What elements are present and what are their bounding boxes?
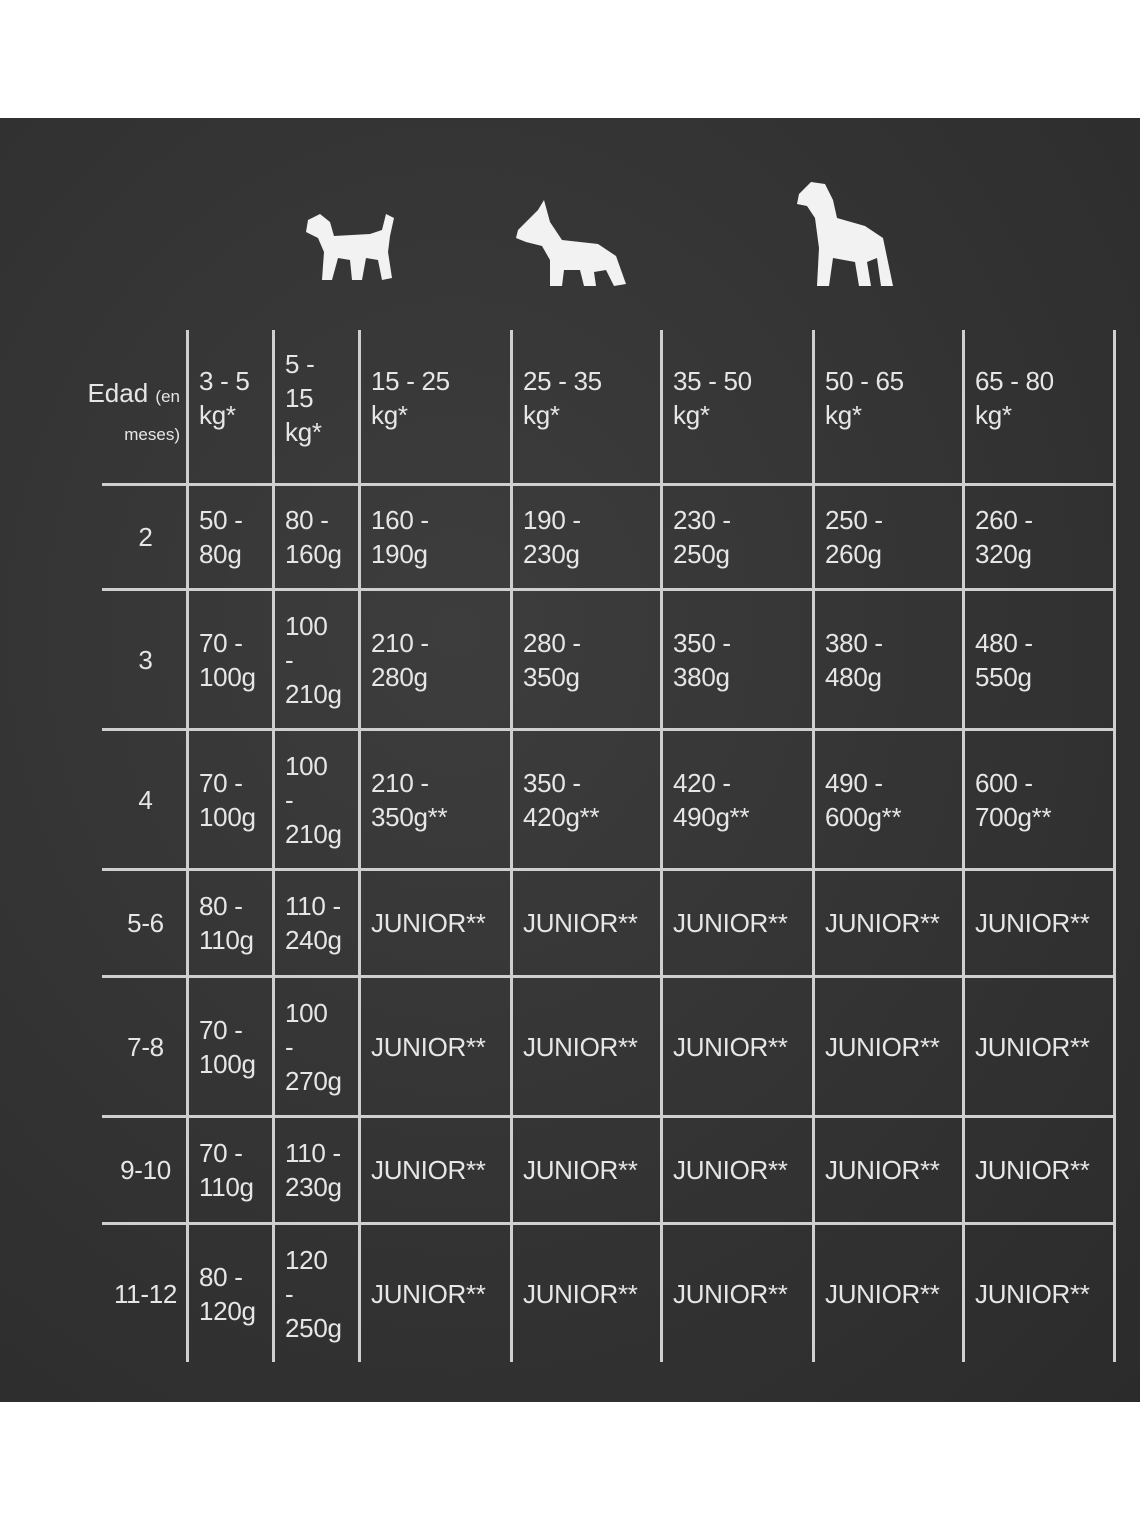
ration-cell: 190 - 230g bbox=[523, 505, 581, 569]
column-divider bbox=[1113, 330, 1116, 1362]
ration-cell: JUNIOR** bbox=[523, 1278, 638, 1309]
ration-cell: 350 - 380g bbox=[673, 627, 731, 692]
ration-cell: JUNIOR** bbox=[371, 1031, 486, 1062]
ration-cell: JUNIOR** bbox=[523, 908, 638, 938]
ration-cell: 480 - 550g bbox=[975, 627, 1033, 692]
column-divider bbox=[272, 330, 275, 1362]
row-divider bbox=[102, 975, 1116, 978]
ration-cell: 70 - 110g bbox=[199, 1138, 254, 1202]
ration-cell: 250 - 260g bbox=[825, 505, 883, 569]
age-unit-label-1: (en bbox=[155, 387, 180, 406]
ration-cell: JUNIOR** bbox=[371, 908, 486, 938]
ration-cell: 70 - 100g bbox=[199, 627, 256, 692]
ration-cell: JUNIOR** bbox=[825, 1031, 940, 1062]
ration-cell: 80 - 120g bbox=[199, 1261, 256, 1326]
ration-cell: JUNIOR** bbox=[673, 1155, 788, 1185]
ration-cell: JUNIOR** bbox=[825, 1278, 940, 1309]
age-cell: 5-6 bbox=[127, 908, 164, 938]
ration-cell: JUNIOR** bbox=[975, 1155, 1090, 1185]
ration-cell: 110 - 240g bbox=[285, 891, 342, 955]
row-divider bbox=[102, 728, 1116, 731]
weight-column-header: 3 - 5 kg* bbox=[199, 366, 250, 430]
ration-cell: JUNIOR** bbox=[975, 1278, 1090, 1309]
large-dog-icon bbox=[797, 182, 893, 286]
ration-cell: 210 - 280g bbox=[371, 627, 429, 692]
row-divider bbox=[102, 868, 1116, 871]
weight-column-header: 35 - 50 kg* bbox=[673, 366, 752, 430]
ration-cell: 420 - 490g** bbox=[673, 767, 750, 832]
ration-cell: 100 - 210g bbox=[285, 750, 342, 849]
ration-cell: 50 - 80g bbox=[199, 505, 243, 569]
weight-column-header: 5 - 15 kg* bbox=[285, 349, 322, 447]
row-divider bbox=[102, 1115, 1116, 1118]
medium-dog-icon bbox=[516, 200, 626, 286]
ration-cell: 100 - 270g bbox=[285, 997, 342, 1096]
age-cell: 7-8 bbox=[127, 1031, 164, 1062]
ration-cell: JUNIOR** bbox=[523, 1031, 638, 1062]
ration-cell: JUNIOR** bbox=[371, 1278, 486, 1309]
ration-cell: 160 - 190g bbox=[371, 505, 429, 569]
ration-cell: JUNIOR** bbox=[673, 1278, 788, 1309]
row-divider bbox=[102, 588, 1116, 591]
ration-cell: 120 - 250g bbox=[285, 1244, 342, 1343]
ration-cell: 70 - 100g bbox=[199, 1014, 256, 1079]
small-dog-icon bbox=[306, 214, 394, 280]
age-cell: 4 bbox=[138, 784, 153, 815]
ration-cell: 380 - 480g bbox=[825, 627, 883, 692]
ration-cell: 280 - 350g bbox=[523, 627, 581, 692]
weight-column-header: 15 - 25 kg* bbox=[371, 366, 450, 430]
ration-cell: 230 - 250g bbox=[673, 505, 731, 569]
ration-cell: 110 - 230g bbox=[285, 1138, 342, 1202]
age-column-header: Edad (en meses) bbox=[40, 376, 180, 452]
age-unit-label-2: meses) bbox=[124, 425, 180, 444]
ration-cell: 70 - 100g bbox=[199, 767, 256, 832]
ration-cell: 100 - 210g bbox=[285, 610, 342, 709]
weight-column-header: 65 - 80 kg* bbox=[975, 366, 1054, 430]
ration-cell: 210 - 350g** bbox=[371, 767, 448, 832]
column-divider bbox=[962, 330, 965, 1362]
weight-column-header: 25 - 35 kg* bbox=[523, 366, 602, 430]
age-cell: 9-10 bbox=[120, 1155, 171, 1185]
column-divider bbox=[812, 330, 815, 1362]
weight-column-header: 50 - 65 kg* bbox=[825, 366, 904, 430]
ration-cell: JUNIOR** bbox=[975, 908, 1090, 938]
age-cell: 2 bbox=[138, 522, 153, 552]
row-divider bbox=[102, 483, 1116, 486]
column-divider bbox=[660, 330, 663, 1362]
ration-cell: JUNIOR** bbox=[523, 1155, 638, 1185]
ration-cell: 600 - 700g** bbox=[975, 767, 1052, 832]
ration-cell: JUNIOR** bbox=[825, 1155, 940, 1185]
age-cell: 11-12 bbox=[113, 1278, 178, 1309]
column-divider bbox=[358, 330, 361, 1362]
chalkboard-table: Edad (en meses) 3 - 5 kg* 5 - 15 kg* 15 - … bbox=[0, 118, 1140, 1402]
ration-cell: JUNIOR** bbox=[673, 1031, 788, 1062]
ration-cell: JUNIOR** bbox=[673, 908, 788, 938]
ration-cell: 350 - 420g** bbox=[523, 767, 600, 832]
column-divider bbox=[186, 330, 189, 1362]
row-divider bbox=[102, 1222, 1116, 1225]
ration-cell: JUNIOR** bbox=[975, 1031, 1090, 1062]
ration-cell: 490 - 600g** bbox=[825, 767, 902, 832]
ration-cell: JUNIOR** bbox=[371, 1155, 486, 1185]
ration-cell: 260 - 320g bbox=[975, 505, 1033, 569]
ration-cell: JUNIOR** bbox=[825, 908, 940, 938]
age-cell: 3 bbox=[138, 644, 153, 675]
age-label: Edad bbox=[87, 378, 149, 408]
ration-cell: 80 - 110g bbox=[199, 891, 254, 955]
column-divider bbox=[510, 330, 513, 1362]
ration-cell: 80 - 160g bbox=[285, 505, 342, 569]
